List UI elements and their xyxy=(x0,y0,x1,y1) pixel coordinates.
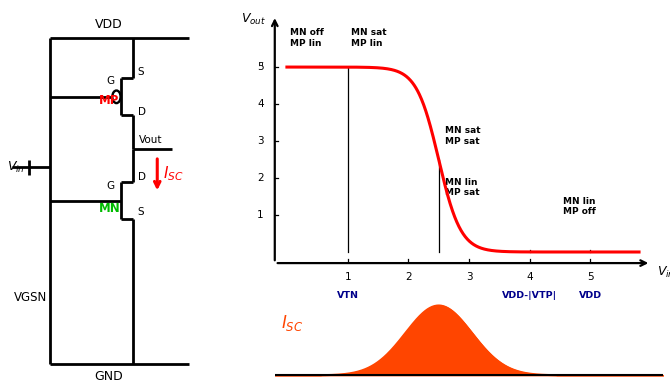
Text: $V_{out}$: $V_{out}$ xyxy=(241,12,266,27)
Text: MN off
MP lin: MN off MP lin xyxy=(290,28,324,47)
Text: 2: 2 xyxy=(257,173,264,183)
Text: MN lin
MP off: MN lin MP off xyxy=(563,196,596,216)
Text: MN sat
MP sat: MN sat MP sat xyxy=(445,126,480,146)
Text: S: S xyxy=(138,207,145,217)
Text: 1: 1 xyxy=(257,210,264,220)
Text: 4: 4 xyxy=(527,273,533,282)
Text: ': ' xyxy=(261,62,264,72)
Text: GND: GND xyxy=(94,370,123,383)
Text: $I_{SC}$: $I_{SC}$ xyxy=(163,164,184,183)
Text: 3: 3 xyxy=(466,273,472,282)
Text: VTN: VTN xyxy=(336,291,358,300)
Text: D: D xyxy=(138,107,146,117)
Text: MP: MP xyxy=(99,94,119,107)
Text: 5: 5 xyxy=(257,62,264,72)
Text: Vout: Vout xyxy=(139,135,163,145)
Text: S: S xyxy=(138,66,145,76)
Text: $V_{in}$: $V_{in}$ xyxy=(7,160,25,175)
Text: MN sat
MP lin: MN sat MP lin xyxy=(350,28,387,47)
Text: $V_{in}$: $V_{in}$ xyxy=(657,265,670,280)
Text: 1: 1 xyxy=(344,273,351,282)
Text: D: D xyxy=(138,172,146,182)
Text: 4: 4 xyxy=(257,99,264,109)
Text: G: G xyxy=(107,181,115,191)
Text: 5: 5 xyxy=(587,273,594,282)
Text: VGSN: VGSN xyxy=(14,291,47,304)
Text: MN lin
MP sat: MN lin MP sat xyxy=(445,178,479,197)
Text: G: G xyxy=(107,76,115,86)
Text: VDD-|VTP|: VDD-|VTP| xyxy=(502,291,557,300)
Text: VDD: VDD xyxy=(579,291,602,300)
Text: MN: MN xyxy=(99,201,121,215)
Text: $I_{SC}$: $I_{SC}$ xyxy=(281,313,304,333)
Text: VDD: VDD xyxy=(95,18,123,31)
Text: 2: 2 xyxy=(405,273,411,282)
Text: 3: 3 xyxy=(257,136,264,146)
